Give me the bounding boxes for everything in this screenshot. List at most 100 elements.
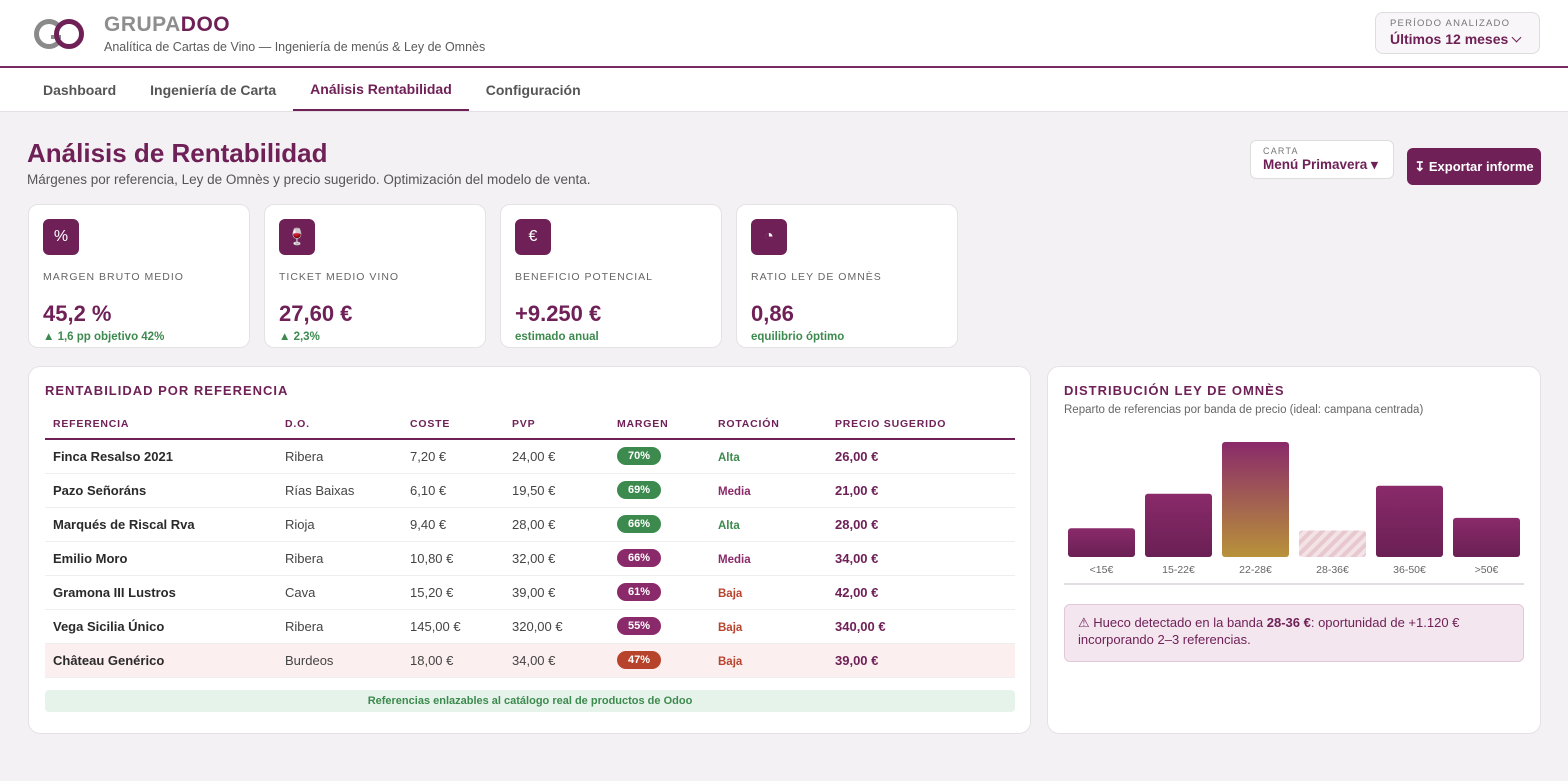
cell-referencia[interactable]: Vega Sicilia Único [45,609,277,644]
kpi-value: 27,60 € [279,301,353,326]
grupadoo-logo [34,17,84,49]
cell-pvp: 19,50 € [504,473,609,508]
col-precio-sugerido[interactable]: PRECIO SUGERIDO [827,418,1015,440]
pie-chart-icon: ◔ [751,219,787,255]
cell-do: Ribera [277,541,402,576]
col-margen[interactable]: MARGEN [609,418,710,440]
cell-coste: 6,10 € [402,473,504,508]
cell-referencia[interactable]: Gramona III Lustros [45,575,277,610]
tick-label-2: 22-28€ [1239,564,1272,576]
bar-3[interactable] [1299,530,1366,557]
tab-dashboard[interactable]: Dashboard [43,81,117,98]
kpi-note: equilibrio óptimo [751,331,845,343]
table-row[interactable]: Marqués de Riscal Rva Rioja 9,40 €28,00 €6… [45,507,1015,542]
cell-rotacion: Media [710,541,827,576]
col-pvp[interactable]: PVP [504,418,609,440]
rotation-label: Baja [718,621,743,634]
kpi-card-ticket: 🍷 TICKET MEDIO VINO 27,60 € ▲ 2,3% [264,204,486,348]
omnes-distribution-panel: DISTRIBUCIÓN LEY DE OMNÈS Reparto de ref… [1047,366,1541,734]
cell-referencia[interactable]: Pazo Señoráns [45,473,277,508]
cell-referencia[interactable]: Emilio Moro [45,541,277,576]
export-report-button[interactable]: ↧ Exportar informe [1407,148,1541,185]
cell-margen: 55% [609,609,710,644]
table-row[interactable]: Pazo Señoráns Rías Baixas 6,10 €19,50 € 69%… [45,473,1015,508]
table-row[interactable]: Gramona III Lustros Cava 15,20 €39,00 € 61%… [45,575,1015,610]
brand-name: GRUPADOO [104,13,485,37]
cell-margen: 47% [609,643,710,678]
tab-analisis-rentabilidad[interactable]: Análisis Rentabilidad [293,68,469,111]
cell-referencia[interactable]: Marqués de Riscal Rva [45,507,277,542]
odoo-link-note[interactable]: Referencias enlazables al catálogo real … [45,689,1015,712]
table-row[interactable]: Château Genérico Burdeos 18,00 €34,00 € 47%… [45,643,1015,678]
col-coste[interactable]: COSTE [402,418,504,440]
kpi-row: % MARGEN BRUTO MEDIO 45,2 % ▲ 1,6 pp obj… [0,204,1568,348]
cell-rotacion: Baja [710,643,827,678]
cell-coste: 18,00 € [402,643,504,678]
cell-precio-sugerido: 26,00 € [827,439,1015,474]
bar-4[interactable] [1376,485,1443,557]
col-referencia[interactable]: REFERENCIA [45,418,277,440]
cell-do: Ribera [277,609,402,644]
cell-do: Rías Baixas [277,473,402,508]
kpi-label: RATIO LEY DE OMNÈS [751,271,882,283]
cell-pvp: 34,00 € [504,643,609,678]
cell-coste: 15,20 € [402,575,504,610]
omnes-chart: <15€ 15-22€ 22-28€ 28-36€ 36-50€ >50€ [1064,436,1524,586]
margin-badge: 69% [617,481,661,499]
period-value[interactable]: Últimos 12 meses [1390,31,1525,47]
cell-pvp: 320,00 € [504,609,609,644]
cell-referencia[interactable]: Château Genérico [45,643,277,678]
bar-5[interactable] [1453,517,1520,557]
tab-ingenieria-carta[interactable]: Ingeniería de Carta [150,81,277,98]
rotation-label: Alta [718,519,740,532]
period-value-text: Últimos 12 meses [1390,31,1509,47]
brand-name-a: GRUPA [104,12,181,36]
carta-selector[interactable]: CARTA Menú Primavera ▾ [1250,140,1394,179]
rotation-label: Alta [718,451,740,464]
brand: GRUPADOO Analítica de Cartas de Vino — I… [104,13,485,54]
table-row[interactable]: Emilio Moro Ribera 10,80 €32,00 € 66% Media 3… [45,541,1015,576]
profitability-title: RENTABILIDAD POR REFERENCIA [45,383,289,398]
bar-1[interactable] [1145,493,1212,557]
cell-precio-sugerido: 28,00 € [827,507,1015,542]
period-selector[interactable]: PERÍODO ANALIZADO Últimos 12 meses [1375,12,1540,54]
col-do[interactable]: D.O. [277,418,402,440]
period-label: PERÍODO ANALIZADO [1390,18,1511,29]
kpi-value: 0,86 [751,301,794,326]
table-row[interactable]: Finca Resalso 2021 Ribera 7,20 €24,00 € 70%… [45,439,1015,474]
tab-configuracion[interactable]: Configuración [485,81,581,98]
cell-referencia[interactable]: Finca Resalso 2021 [45,439,277,474]
tab-bar: Dashboard Ingeniería de Carta Análisis R… [0,68,1568,112]
cell-pvp: 28,00 € [504,507,609,542]
margin-badge: 66% [617,515,661,533]
tick-label-0: <15€ [1090,564,1114,576]
cell-do: Ribera [277,439,402,474]
cell-margen: 61% [609,575,710,610]
cell-do: Cava [277,575,402,610]
bar-2[interactable] [1222,442,1289,557]
cell-do: Rioja [277,507,402,542]
col-rotacion[interactable]: ROTACIÓN [710,418,827,440]
cell-pvp: 24,00 € [504,439,609,474]
table-row[interactable]: Vega Sicilia Único Ribera 145,00 €320,00 €… [45,609,1015,644]
page-header: Análisis de Rentabilidad Márgenes por re… [0,112,1568,204]
tick-label-1: 15-22€ [1162,564,1195,576]
kpi-note: estimado anual [515,331,599,343]
cell-precio-sugerido: 340,00 € [827,609,1015,644]
kpi-value: +9.250 € [515,301,602,326]
page-subtitle: Márgenes por referencia, Ley de Omnès y … [27,172,591,187]
margin-badge: 47% [617,651,661,669]
cell-pvp: 39,00 € [504,575,609,610]
margin-badge: 70% [617,447,661,466]
page-title: Análisis de Rentabilidad [27,138,328,168]
rotation-label: Baja [718,655,743,668]
profitability-table: REFERENCIA D.O. COSTE PVP MARGEN ROTACIÓ… [45,418,1015,678]
cell-rotacion: Alta [710,507,827,542]
brand-name-b: DOO [180,12,231,36]
bar-0[interactable] [1068,528,1135,557]
brand-subtitle: Analítica de Cartas de Vino — Ingeniería… [104,39,486,54]
margin-badge: 66% [617,549,661,567]
profitability-panel: RENTABILIDAD POR REFERENCIA REFERENCIA D… [28,366,1031,734]
top-bar: GRUPADOO Analítica de Cartas de Vino — I… [0,0,1568,68]
kpi-label: MARGEN BRUTO MEDIO [43,271,184,283]
